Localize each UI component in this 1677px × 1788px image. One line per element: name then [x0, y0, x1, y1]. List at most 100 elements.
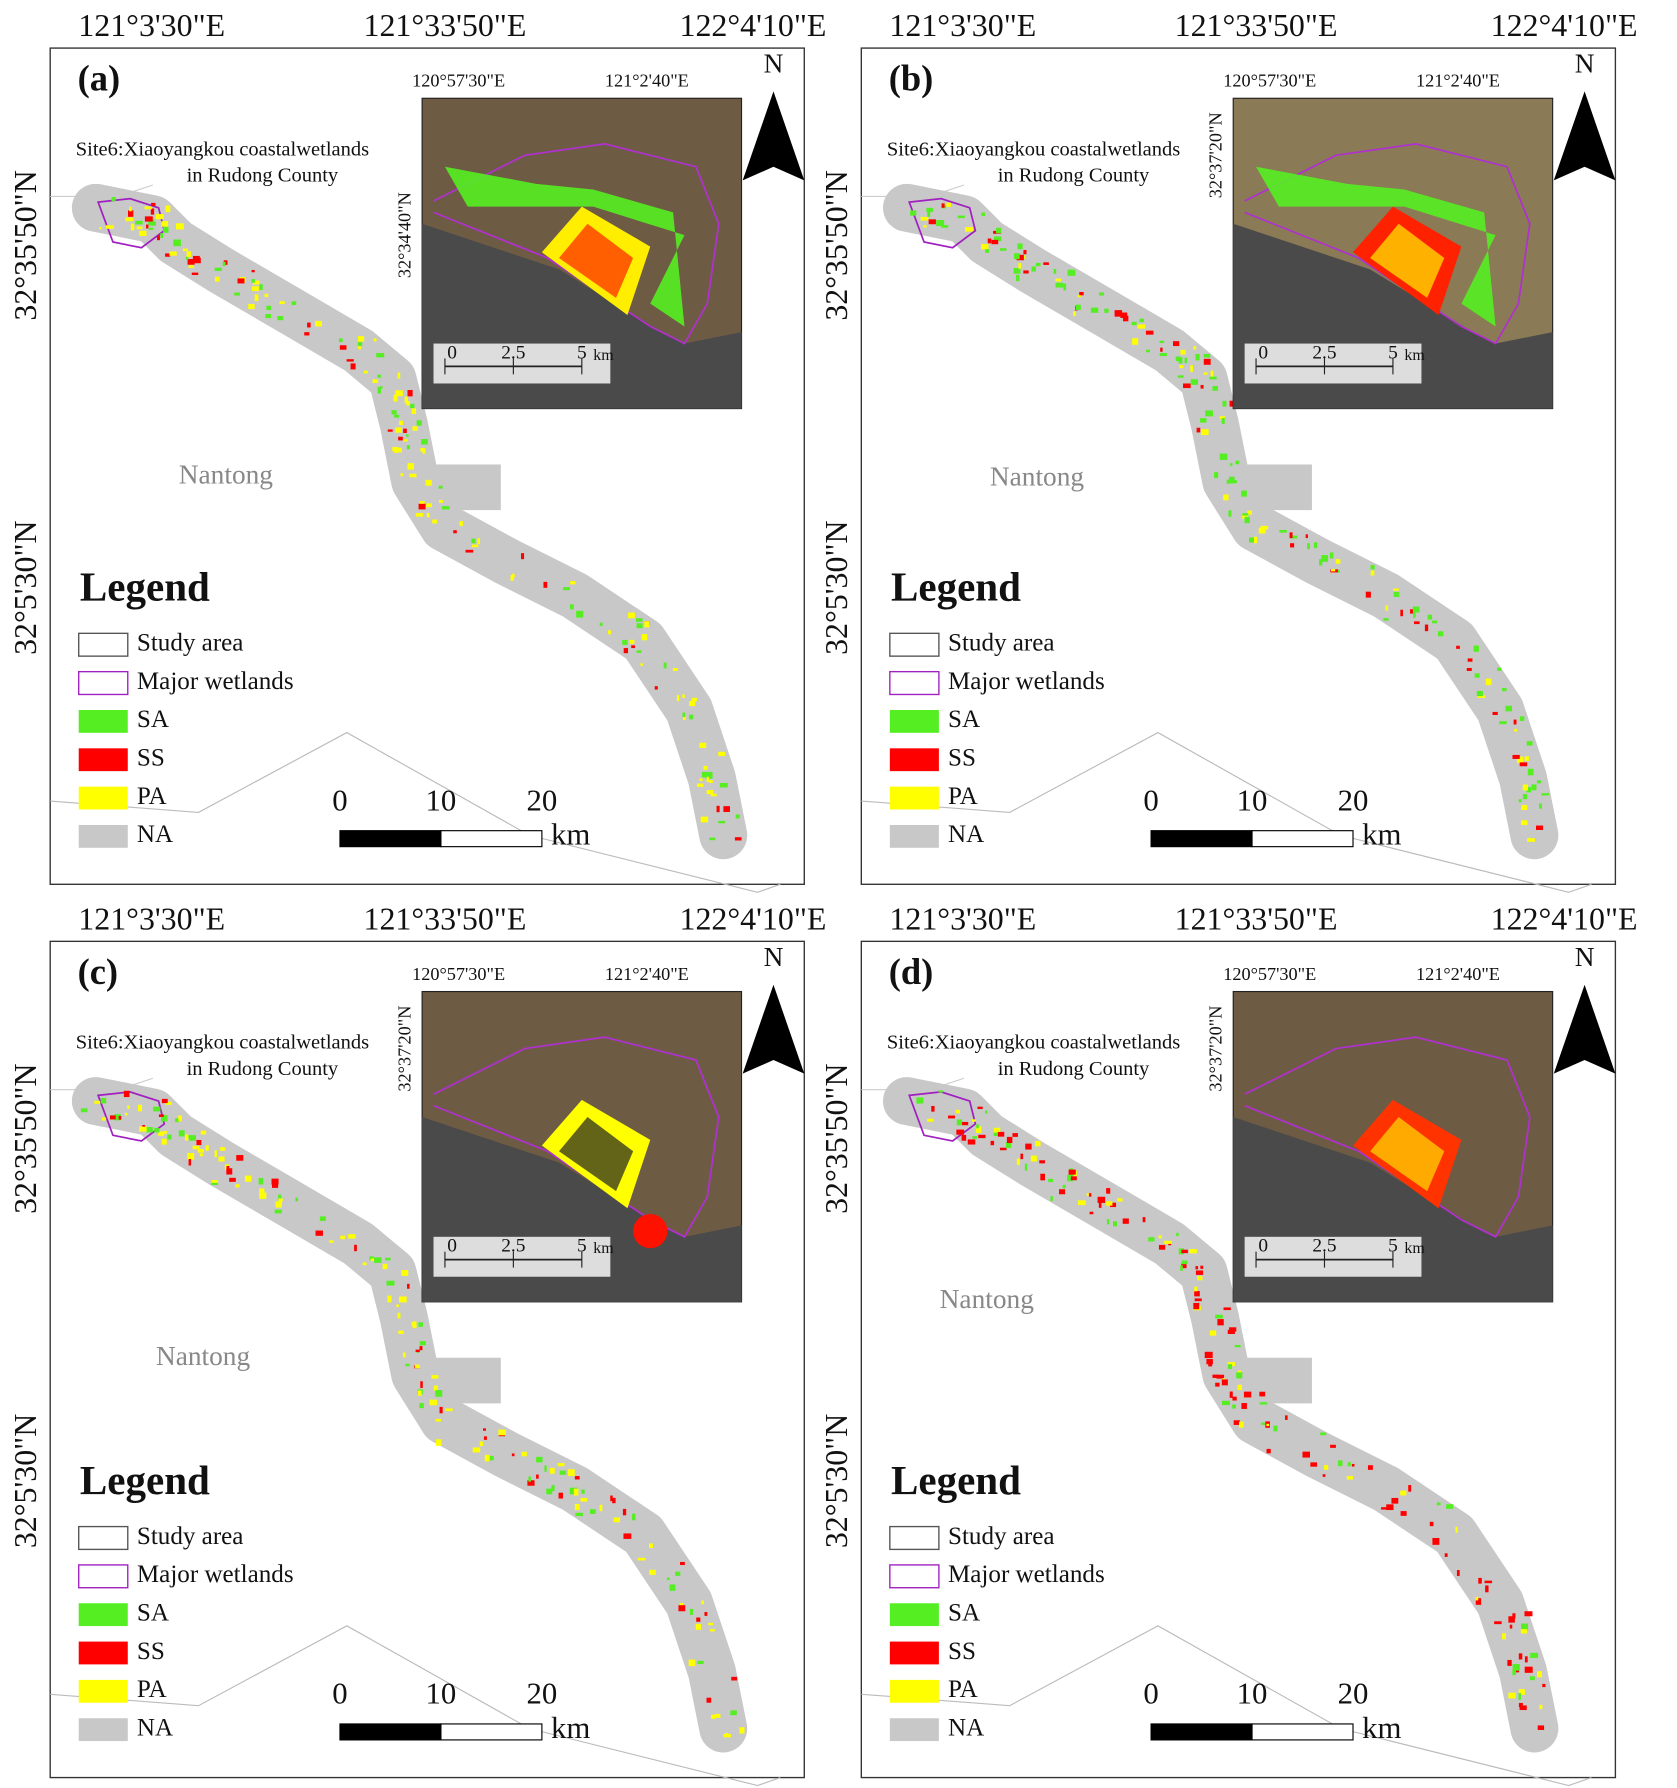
class-patch: [387, 1295, 392, 1303]
legend-label: NA: [948, 1714, 984, 1741]
class-patch: [414, 1364, 420, 1369]
class-patch: [1455, 1526, 1458, 1533]
class-patch: [1477, 695, 1486, 698]
class-patch: [178, 1130, 185, 1137]
scale-bar-label: 10: [426, 783, 457, 817]
class-patch: [1330, 568, 1336, 572]
class-patch: [377, 374, 381, 378]
class-patch: [1258, 527, 1266, 534]
class-patch: [429, 1399, 438, 1406]
class-patch: [1393, 588, 1399, 591]
class-patch: [1221, 418, 1225, 424]
inset-scale-unit: km: [593, 1240, 614, 1257]
class-patch: [1259, 1391, 1266, 1397]
latitude-label: 32°5'30"N: [8, 1414, 43, 1548]
class-patch: [699, 778, 703, 781]
longitude-label: 121°33'50"E: [363, 901, 526, 936]
class-patch: [956, 1119, 963, 1126]
class-patch: [187, 259, 195, 265]
class-patch: [319, 1216, 326, 1221]
class-patch: [373, 338, 377, 342]
class-patch: [608, 630, 611, 635]
class-patch: [1196, 427, 1201, 433]
class-patch: [1190, 379, 1198, 385]
class-patch: [397, 1312, 401, 1319]
longitude-label: 121°33'50"E: [1175, 901, 1338, 936]
legend-label: SS: [137, 1638, 165, 1665]
class-patch: [1524, 756, 1529, 761]
class-patch: [264, 293, 269, 298]
class-patch: [1513, 719, 1517, 725]
class-patch: [188, 265, 195, 268]
class-patch: [1522, 794, 1528, 800]
scale-bar-label: 10: [426, 1677, 457, 1711]
scale-bar-segment: [339, 1723, 442, 1741]
class-patch: [350, 363, 356, 370]
class-patch: [386, 1280, 395, 1286]
legend-swatch: [889, 1641, 939, 1665]
class-patch: [248, 303, 255, 310]
legend-swatch: [78, 1718, 128, 1742]
class-patch: [1181, 1260, 1188, 1265]
class-patch: [941, 225, 949, 228]
class-patch: [265, 314, 272, 319]
class-patch: [418, 1322, 424, 1327]
class-patch: [357, 342, 363, 346]
class-patch: [397, 447, 402, 453]
class-patch: [1088, 1193, 1092, 1197]
class-patch: [266, 305, 272, 311]
class-patch: [644, 621, 650, 628]
class-patch: [1067, 269, 1076, 276]
class-patch: [676, 695, 680, 702]
class-patch: [453, 530, 457, 534]
class-patch: [629, 639, 635, 644]
class-patch: [1242, 513, 1249, 516]
class-patch: [1200, 429, 1209, 436]
class-patch: [696, 783, 704, 787]
class-patch: [1437, 631, 1444, 637]
class-patch: [1319, 559, 1323, 566]
class-patch: [997, 1131, 1005, 1137]
class-patch: [1236, 1372, 1243, 1379]
inset-scale-label: 2.5: [1312, 1236, 1336, 1257]
class-patch: [1542, 1683, 1546, 1688]
scale-bar-segment: [1251, 1723, 1354, 1741]
class-patch: [993, 1132, 1000, 1136]
inset-map: 0 2.5 5 km 120°57'30"E 121°2'40"E 32°37'20"N: [1205, 964, 1554, 1303]
class-patch: [689, 701, 696, 707]
class-patch: [700, 816, 709, 823]
class-patch: [164, 1130, 167, 1134]
class-patch: [459, 521, 463, 526]
class-patch: [706, 789, 714, 795]
legend-swatch: [889, 824, 939, 848]
class-patch: [129, 206, 132, 212]
class-patch: [1195, 1270, 1204, 1275]
class-patch: [649, 1569, 656, 1575]
class-patch: [701, 1600, 704, 1605]
class-patch: [416, 420, 422, 426]
boundary-line: [861, 1625, 1592, 1787]
class-patch: [169, 251, 177, 256]
class-patch: [1367, 1465, 1373, 1470]
class-patch: [1248, 537, 1257, 543]
class-patch: [173, 239, 181, 247]
class-patch: [1508, 1616, 1515, 1623]
scale-bar-label: 0: [1143, 783, 1158, 817]
class-patch: [1476, 690, 1483, 697]
scale-bar-label: 20: [1338, 783, 1369, 817]
class-patch: [1203, 358, 1211, 365]
class-patch: [1035, 1141, 1041, 1147]
north-arrow: [742, 91, 805, 181]
class-patch: [357, 346, 362, 350]
class-patch: [1215, 1314, 1223, 1319]
class-patch: [395, 390, 403, 397]
class-patch: [926, 207, 934, 212]
class-patch: [274, 1209, 282, 1214]
class-patch: [1020, 1153, 1024, 1160]
scale-bar-segment: [339, 830, 442, 848]
class-patch: [1522, 784, 1529, 791]
major-wetland: [908, 197, 977, 249]
class-patch: [439, 1406, 443, 1414]
class-patch: [236, 1155, 244, 1161]
class-patch: [938, 1090, 943, 1093]
